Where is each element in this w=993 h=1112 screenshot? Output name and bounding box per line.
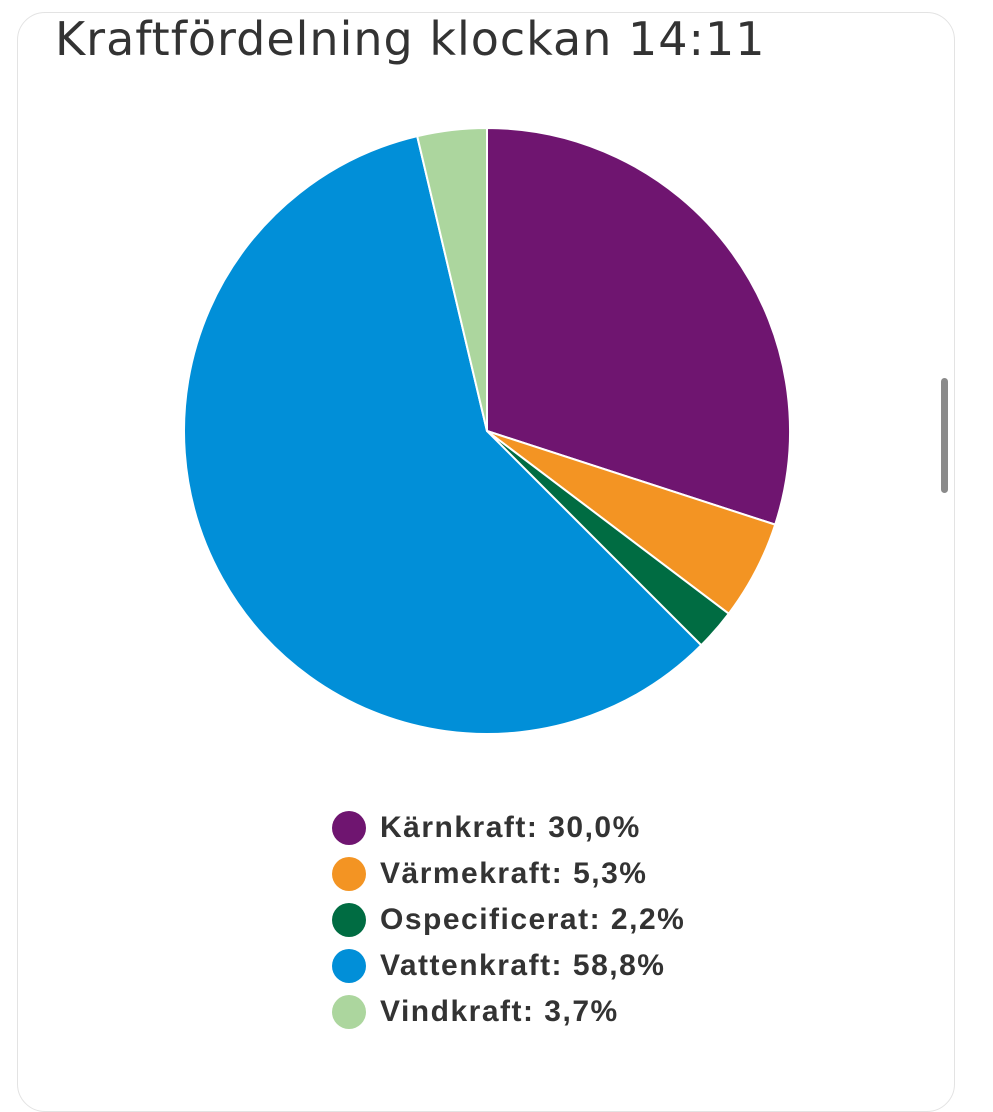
legend-swatch [332, 903, 366, 937]
pie-slice-4[interactable] [416, 127, 488, 432]
legend-item-ospecificerat[interactable]: Ospecificerat: 2,2% [332, 897, 685, 943]
legend-swatch [332, 857, 366, 891]
legend-item-vattenkraft[interactable]: Vattenkraft: 58,8% [332, 943, 685, 989]
pie-slice-0[interactable] [486, 127, 791, 526]
legend-label: Vindkraft: 3,7% [380, 995, 619, 1028]
legend-item-karnkraft[interactable]: Kärnkraft: 30,0% [332, 805, 685, 851]
legend-label: Värmekraft: 5,3% [380, 857, 648, 890]
pie-slice-3[interactable] [183, 135, 703, 735]
legend-label: Ospecificerat: 2,2% [380, 903, 686, 936]
chart-legend: Kärnkraft: 30,0% Värmekraft: 5,3% Ospeci… [332, 805, 685, 1035]
chart-title: Kraftfördelning klockan 14:11 [55, 12, 766, 66]
pie-chart [183, 127, 791, 735]
legend-item-varmekraft[interactable]: Värmekraft: 5,3% [332, 851, 685, 897]
legend-item-vindkraft[interactable]: Vindkraft: 3,7% [332, 989, 685, 1035]
legend-swatch [332, 811, 366, 845]
legend-label: Kärnkraft: 30,0% [380, 811, 641, 844]
scrollbar-thumb[interactable] [941, 378, 948, 493]
legend-label: Vattenkraft: 58,8% [380, 949, 666, 982]
legend-swatch [332, 995, 366, 1029]
legend-swatch [332, 949, 366, 983]
